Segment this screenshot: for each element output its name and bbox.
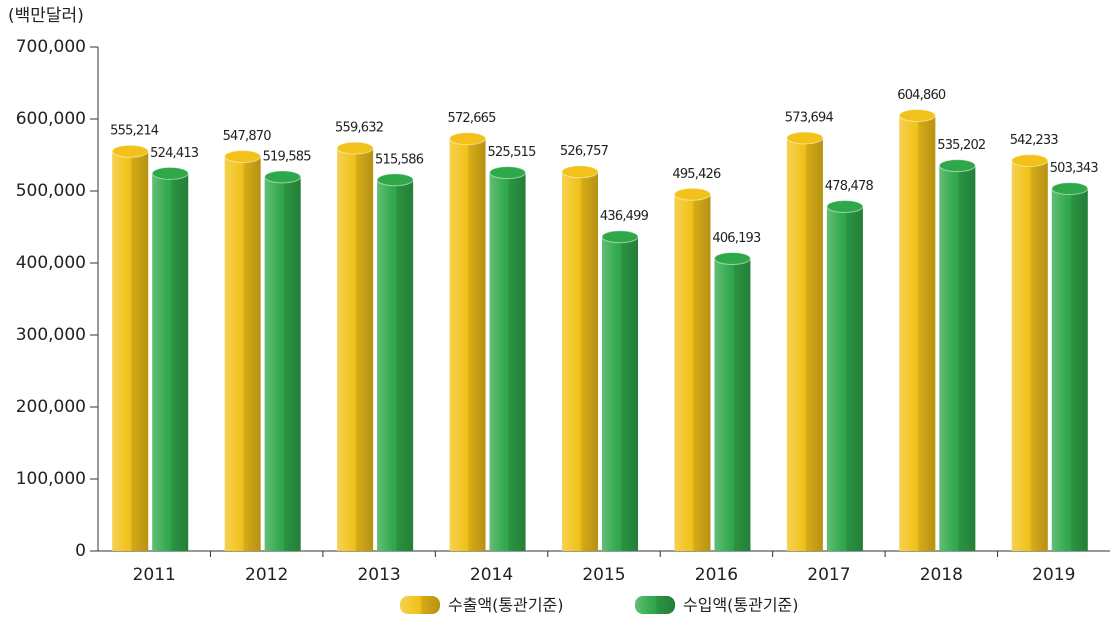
bar-cap — [1011, 154, 1049, 168]
value-label: 573,694 — [785, 110, 834, 125]
y-tick-label: 400,000 — [16, 253, 86, 273]
value-label: 478,478 — [825, 179, 874, 194]
x-tick-label: 2015 — [582, 565, 625, 585]
bar-cap — [264, 170, 302, 184]
value-label: 406,193 — [712, 231, 761, 246]
x-tick-label: 2016 — [695, 565, 738, 585]
bar-shade — [786, 137, 823, 552]
bar-shade — [1011, 160, 1048, 552]
bar-cap — [489, 166, 527, 180]
value-label: 572,665 — [447, 111, 496, 126]
value-label: 542,233 — [1010, 133, 1059, 148]
bar-shade — [939, 165, 976, 552]
bar-shade — [489, 172, 526, 551]
value-label: 559,632 — [335, 121, 383, 136]
value-label: 515,586 — [375, 152, 424, 167]
y-tick-label: 600,000 — [16, 109, 86, 129]
bar-shade — [224, 156, 261, 551]
y-tick-label: 500,000 — [16, 181, 86, 201]
legend-label: 수입액(통관기준) — [683, 596, 799, 615]
bar-cap — [826, 199, 864, 213]
bar-shade — [602, 236, 638, 552]
bar-shade — [714, 258, 751, 551]
bar-cap — [561, 165, 599, 179]
bar-cap — [786, 131, 824, 145]
bar-cap — [376, 173, 414, 187]
bar-cap — [713, 252, 751, 266]
y-tick-label: 700,000 — [16, 37, 86, 57]
bar-cap — [336, 141, 374, 155]
value-label: 535,202 — [937, 138, 985, 153]
bar-shade — [264, 176, 301, 551]
y-tick-label: 300,000 — [16, 325, 86, 345]
bar-shade — [899, 115, 936, 552]
legend-label: 수출액(통관기준) — [448, 596, 564, 615]
bar-cap — [111, 144, 149, 158]
value-label: 555,214 — [110, 124, 159, 139]
bar-shade — [337, 148, 374, 552]
bar-shade — [377, 179, 414, 551]
legend-swatch-shade — [400, 596, 440, 614]
y-tick-label: 100,000 — [16, 469, 86, 489]
x-tick-label: 2011 — [133, 565, 176, 585]
y-axis-label: (백만달러) — [8, 6, 84, 26]
value-label: 436,499 — [600, 209, 649, 224]
value-label: 495,426 — [672, 167, 721, 182]
value-label: 526,757 — [560, 144, 609, 159]
bar-shade — [562, 171, 598, 551]
bar-cap — [224, 150, 262, 164]
bar-shade — [674, 194, 711, 551]
bar-shade — [152, 173, 189, 551]
value-label: 524,413 — [150, 146, 199, 161]
bar-shade — [826, 206, 863, 551]
legend-swatch-shade — [635, 596, 675, 614]
x-tick-label: 2017 — [807, 565, 850, 585]
value-label: 519,585 — [263, 149, 312, 164]
bar-shade — [112, 151, 149, 552]
bar-cap — [673, 187, 711, 201]
bar-shade — [449, 138, 486, 551]
x-tick-label: 2018 — [920, 565, 963, 585]
x-tick-label: 2019 — [1032, 565, 1075, 585]
value-label: 547,870 — [223, 129, 272, 144]
x-tick-label: 2012 — [245, 565, 288, 585]
value-label: 503,343 — [1050, 161, 1099, 176]
bar-cap — [151, 166, 189, 180]
bar-cap — [898, 109, 936, 123]
bar-cap — [938, 159, 976, 173]
value-label: 525,515 — [487, 145, 536, 160]
x-tick-label: 2013 — [357, 565, 400, 585]
x-tick-label: 2014 — [470, 565, 513, 585]
y-tick-label: 0 — [75, 541, 86, 561]
bar-cap — [449, 132, 487, 146]
bar-shade — [1051, 188, 1088, 552]
bar-cap — [1051, 182, 1089, 196]
value-label: 604,860 — [897, 88, 946, 103]
y-tick-label: 200,000 — [16, 397, 86, 417]
bar-cap — [601, 230, 639, 244]
